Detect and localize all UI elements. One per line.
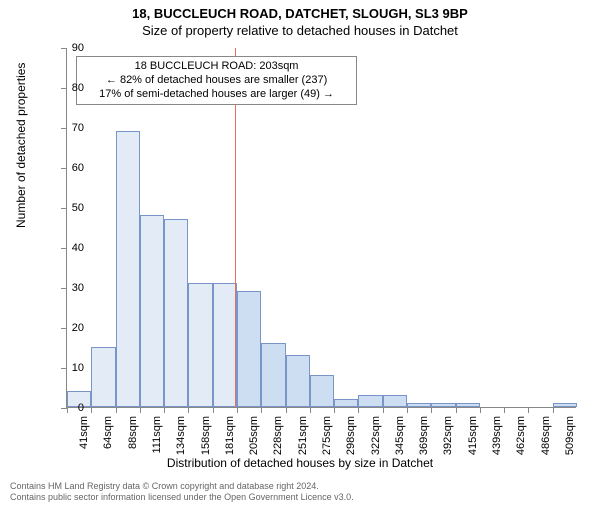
histogram-bar [140,215,164,407]
chart-subtitle: Size of property relative to detached ho… [0,23,600,38]
histogram-bar [383,395,407,407]
x-tick-label: 345sqm [394,416,406,456]
x-tick-label: 509sqm [564,416,576,456]
x-tick-label: 298sqm [345,416,357,456]
histogram-bar [188,283,212,407]
x-tick [91,407,92,413]
x-tick [140,407,141,413]
histogram-bar [261,343,285,407]
x-tick-label: 64sqm [102,416,114,456]
x-tick-label: 462sqm [515,416,527,456]
annotation-line2: ← 82% of detached houses are smaller (23… [83,74,350,88]
x-tick [286,407,287,413]
y-tick-label: 50 [60,202,84,214]
x-tick [188,407,189,413]
histogram-bar [164,219,188,407]
histogram-bar [358,395,382,407]
x-tick-label: 369sqm [418,416,430,456]
x-tick [261,407,262,413]
footer-attribution: Contains HM Land Registry data © Crown c… [10,481,354,502]
x-tick-label: 228sqm [272,416,284,456]
x-tick [116,407,117,413]
x-tick [456,407,457,413]
x-tick-label: 134sqm [175,416,187,456]
annotation-box: 18 BUCCLEUCH ROAD: 203sqm ← 82% of detac… [76,56,357,105]
x-tick [480,407,481,413]
x-tick-label: 205sqm [248,416,260,456]
chart-title: 18, BUCCLEUCH ROAD, DATCHET, SLOUGH, SL3… [0,6,600,21]
x-tick-label: 392sqm [442,416,454,456]
x-tick [407,407,408,413]
chart-area: 18 BUCCLEUCH ROAD: 203sqm ← 82% of detac… [66,48,576,408]
footer-line2: Contains public sector information licen… [10,492,354,502]
y-tick-label: 40 [60,242,84,254]
x-tick [164,407,165,413]
x-tick [553,407,554,413]
y-tick-label: 90 [60,42,84,54]
x-tick [383,407,384,413]
x-tick-label: 181sqm [224,416,236,456]
histogram-bar [456,403,480,407]
y-axis-title: Number of detached properties [14,63,28,228]
x-tick [528,407,529,413]
histogram-bar [237,291,261,407]
y-tick-label: 30 [60,282,84,294]
x-tick-label: 486sqm [540,416,552,456]
x-tick [237,407,238,413]
y-tick-label: 60 [60,162,84,174]
x-tick [310,407,311,413]
x-tick [334,407,335,413]
x-tick-label: 439sqm [491,416,503,456]
histogram-bar [407,403,431,407]
x-tick [213,407,214,413]
x-tick-label: 41sqm [78,416,90,456]
x-tick [431,407,432,413]
x-tick-label: 322sqm [370,416,382,456]
footer-line1: Contains HM Land Registry data © Crown c… [10,481,354,491]
histogram-bar [116,131,140,407]
x-tick-label: 111sqm [151,416,163,456]
y-tick-label: 10 [60,362,84,374]
x-tick [504,407,505,413]
histogram-bar [431,403,455,407]
y-tick-label: 0 [60,402,84,414]
x-tick [358,407,359,413]
y-tick-label: 80 [60,82,84,94]
x-tick-label: 251sqm [297,416,309,456]
x-tick-label: 158sqm [200,416,212,456]
y-tick-label: 20 [60,322,84,334]
x-axis-title: Distribution of detached houses by size … [0,456,600,470]
x-tick-label: 415sqm [467,416,479,456]
histogram-bar [334,399,358,407]
x-tick-label: 88sqm [127,416,139,456]
x-tick-label: 275sqm [321,416,333,456]
histogram-bar [91,347,115,407]
histogram-bar [553,403,577,407]
histogram-bar [213,283,237,407]
annotation-line3: 17% of semi-detached houses are larger (… [83,88,350,102]
y-tick-label: 70 [60,122,84,134]
histogram-bar [310,375,334,407]
histogram-bar [286,355,310,407]
annotation-line1: 18 BUCCLEUCH ROAD: 203sqm [83,60,350,74]
